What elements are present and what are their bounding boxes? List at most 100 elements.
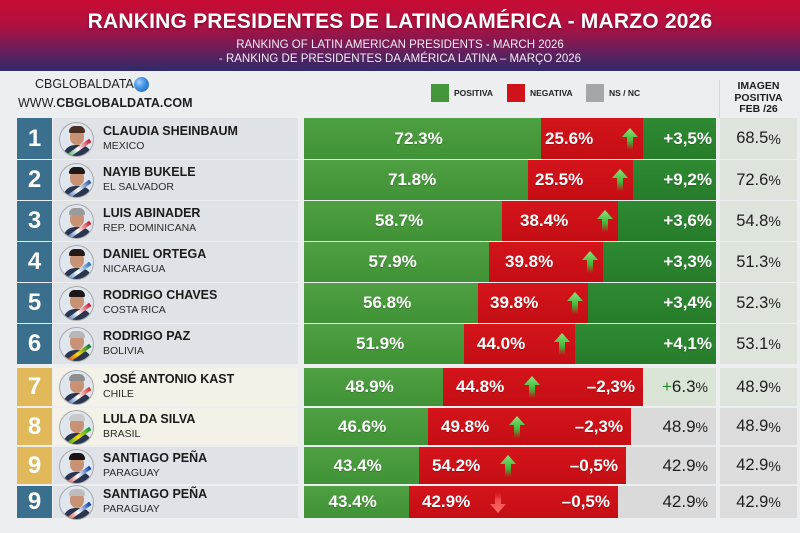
bar-third-segment xyxy=(643,118,716,159)
arrow-up-icon xyxy=(581,250,599,274)
president-cell: LUIS ABINADER REP. DOMINICANA xyxy=(53,201,298,241)
bar-positive xyxy=(304,486,409,518)
ranking-row: 6 RODRIGO PAZ BOLIVIA 51.9% 44.0% +4,1% 53.1% xyxy=(0,324,800,364)
negative-value: 39.8% xyxy=(490,293,539,312)
change-value: +3,3% xyxy=(663,252,712,271)
rank-number: 4 xyxy=(27,248,42,275)
rank-number: 9 xyxy=(27,488,42,515)
negative-value: 44.0% xyxy=(477,334,526,353)
president-cell: SANTIAGO PEÑA PARAGUAY xyxy=(53,485,298,520)
arrow-up-icon xyxy=(499,454,517,478)
bar-positive xyxy=(304,368,443,406)
positive-value: 71.8% xyxy=(388,170,437,189)
president-cell: RODRIGO CHAVES COSTA RICA xyxy=(53,283,298,323)
bar-positive xyxy=(304,118,541,159)
positive-value: 58.7% xyxy=(375,211,424,230)
avatar xyxy=(59,121,94,157)
rank-badge: 3 xyxy=(17,201,52,241)
ranking-row: 8 LULA DA SILVA BRASIL 46.6% 49.8% –2,3% 48.9%… xyxy=(0,408,800,445)
bar-negative xyxy=(541,118,643,159)
change-value: +9,2% xyxy=(663,170,712,189)
negative-value: 39.8% xyxy=(505,252,554,271)
president-cell: CLAUDIA SHEINBAUM MEXICO xyxy=(53,118,298,159)
ranking-row: 5 RODRIGO CHAVES COSTA RICA 56.8% 39.8% +3,4%… xyxy=(0,283,800,323)
change-value: –0,5% xyxy=(569,455,618,475)
feb-value: 48.9 xyxy=(736,417,769,435)
positive-value: 43.4% xyxy=(328,492,377,511)
president-cell: JOSÉ ANTONIO KAST CHILE xyxy=(53,368,298,406)
bar-positive xyxy=(304,283,478,323)
president-name: SANTIAGO PEÑA xyxy=(103,487,208,501)
title-banner: RANKING PRESIDENTES DE LATINOAMÉRICA - M… xyxy=(0,0,800,71)
avatar xyxy=(59,409,94,445)
change-value: –2,3% xyxy=(574,416,623,436)
imagen-positiva-feb26: 51.3% xyxy=(720,242,797,282)
president-name: DANIEL ORTEGA xyxy=(103,247,207,261)
nsnc-number: 6.3 xyxy=(671,377,696,396)
bar-negative xyxy=(419,447,626,484)
bar-third-segment xyxy=(633,160,716,200)
bar-positive xyxy=(304,408,428,445)
imagen-positiva-feb26: 42.9% xyxy=(720,447,797,484)
nsnc-value: +6.3% xyxy=(662,377,708,397)
change-value: –2,3% xyxy=(586,377,635,396)
percent-sign: % xyxy=(768,295,781,311)
rank-badge: 6 xyxy=(17,324,52,364)
president-country: BOLIVIA xyxy=(103,345,144,357)
rank-badge: 1 xyxy=(17,118,52,159)
nsnc-number: 48.9 xyxy=(662,416,696,436)
percent-sign: % xyxy=(768,336,781,352)
avatar-hair xyxy=(69,167,85,174)
president-cell: RODRIGO PAZ BOLIVIA xyxy=(53,324,298,364)
rank-number: 2 xyxy=(27,166,42,193)
bar-positive xyxy=(304,447,419,484)
percent-sign: % xyxy=(695,457,708,474)
negative-value: 25.5% xyxy=(535,170,584,189)
brand-name: CBGLOBALDATA xyxy=(35,77,134,91)
negative-value: 25.6% xyxy=(545,128,594,148)
positive-value: 48.9% xyxy=(345,377,394,396)
arrow-down-icon xyxy=(489,490,507,514)
bar-third-segment xyxy=(618,201,716,241)
percent-sign: % xyxy=(768,130,781,147)
imagen-positiva-feb26: 52.3% xyxy=(720,283,797,323)
imagen-positiva-feb26: 54.8% xyxy=(720,201,797,241)
rank-number: 6 xyxy=(27,330,42,357)
arrow-up-icon xyxy=(611,168,629,192)
bar-third-segment xyxy=(626,447,716,484)
percent-sign: % xyxy=(695,379,708,395)
bar-positive xyxy=(304,201,502,241)
bar-negative xyxy=(464,324,575,364)
rank-number: 1 xyxy=(27,124,42,152)
url-prefix: WWW. xyxy=(18,96,57,110)
arrow-up-icon xyxy=(553,332,571,356)
feb-value: 51.3 xyxy=(736,252,769,271)
avatar-hair xyxy=(69,331,85,338)
president-name: RODRIGO PAZ xyxy=(103,329,191,343)
president-name: CLAUDIA SHEINBAUM xyxy=(103,124,238,138)
percent-sign: % xyxy=(768,213,781,229)
president-country: NICARAGUA xyxy=(103,263,166,275)
change-value: +3,5% xyxy=(663,128,712,148)
arrow-up-icon xyxy=(621,127,639,151)
legend-label: NEGATIVA xyxy=(530,88,573,98)
arrow-up-icon xyxy=(508,415,526,439)
rank-number: 9 xyxy=(27,451,42,479)
bar-negative xyxy=(478,283,588,323)
bar-third-segment xyxy=(618,486,716,518)
avatar xyxy=(59,204,94,239)
legend-swatch-nsnc xyxy=(586,84,604,102)
change-value: +3,6% xyxy=(663,211,712,230)
imagen-positiva-feb26: 72.6% xyxy=(720,160,797,200)
president-cell: SANTIAGO PEÑA PARAGUAY xyxy=(53,447,298,484)
ranking-row: 7 JOSÉ ANTONIO KAST CHILE 48.9% 44.8% –2,3% +6… xyxy=(0,368,800,406)
nsnc-value: 48.9% xyxy=(662,417,708,437)
percent-sign: % xyxy=(768,172,781,188)
negative-value: 49.8% xyxy=(441,416,490,436)
bar-third-segment xyxy=(588,283,716,323)
percent-sign: % xyxy=(768,418,781,435)
brand-url[interactable]: WWW.CBGLOBALDATA.COM xyxy=(18,96,193,110)
positive-value: 51.9% xyxy=(356,334,405,353)
bar-negative xyxy=(489,242,603,282)
avatar xyxy=(59,448,94,484)
